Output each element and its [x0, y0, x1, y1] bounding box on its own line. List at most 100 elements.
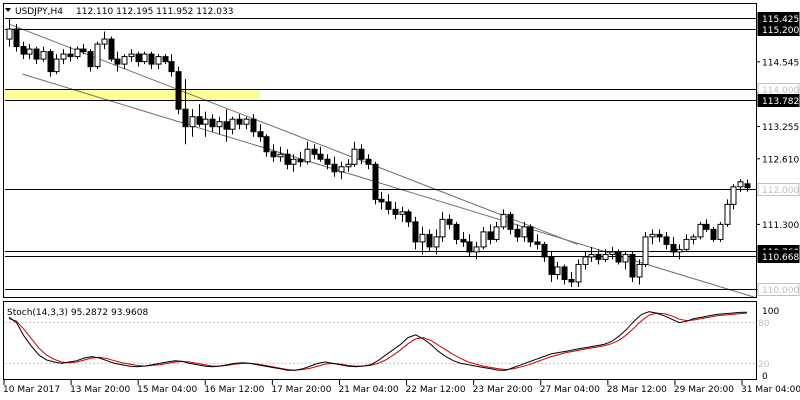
candle[interactable]	[690, 234, 697, 245]
dropdown-triangle-icon[interactable]	[5, 8, 11, 12]
candle[interactable]	[663, 231, 670, 250]
candle[interactable]	[588, 246, 595, 262]
candle[interactable]	[724, 199, 731, 227]
candle[interactable]	[392, 201, 399, 220]
candle[interactable]	[399, 206, 406, 222]
candle[interactable]	[568, 271, 575, 287]
candle[interactable]	[229, 116, 236, 135]
candle[interactable]	[277, 146, 284, 162]
candle[interactable]	[87, 49, 94, 72]
candle[interactable]	[155, 54, 162, 70]
candle[interactable]	[101, 31, 108, 50]
candle[interactable]	[135, 51, 142, 67]
candle[interactable]	[642, 231, 649, 267]
candle[interactable]	[480, 226, 487, 250]
candle[interactable]	[636, 259, 643, 285]
candle[interactable]	[419, 226, 426, 255]
candle[interactable]	[60, 49, 67, 65]
candle[interactable]	[74, 46, 81, 60]
candle[interactable]	[595, 249, 602, 265]
candle[interactable]	[460, 231, 467, 247]
candle[interactable]	[433, 229, 440, 255]
candle[interactable]	[473, 241, 480, 260]
candle[interactable]	[33, 46, 40, 65]
candle[interactable]	[13, 24, 20, 52]
candle[interactable]	[575, 259, 582, 287]
candle[interactable]	[80, 44, 87, 55]
candle[interactable]	[196, 104, 203, 127]
channel-line-upper[interactable]	[8, 23, 578, 245]
candle[interactable]	[182, 79, 189, 145]
candle[interactable]	[270, 144, 277, 162]
candle[interactable]	[162, 54, 169, 65]
candle[interactable]	[609, 246, 616, 260]
candle[interactable]	[202, 111, 209, 137]
candle[interactable]	[209, 114, 216, 132]
candle[interactable]	[47, 49, 54, 77]
candle[interactable]	[351, 141, 358, 167]
candle[interactable]	[20, 41, 27, 60]
candle[interactable]	[168, 54, 175, 77]
candle[interactable]	[358, 144, 365, 165]
candle[interactable]	[412, 216, 419, 250]
candle[interactable]	[345, 159, 352, 172]
candle[interactable]	[141, 51, 148, 65]
stoch-main-line[interactable]	[8, 311, 748, 371]
candle[interactable]	[730, 184, 737, 210]
candle[interactable]	[683, 234, 690, 252]
candle[interactable]	[405, 209, 412, 227]
candle[interactable]	[331, 156, 338, 177]
candle[interactable]	[500, 209, 507, 230]
candle[interactable]	[521, 221, 528, 242]
candle[interactable]	[446, 214, 453, 230]
candle[interactable]	[216, 116, 223, 135]
stoch-signal-line[interactable]	[8, 312, 748, 371]
candle[interactable]	[148, 51, 155, 70]
candle[interactable]	[514, 224, 521, 242]
candle[interactable]	[534, 234, 541, 250]
candle[interactable]	[236, 114, 243, 130]
candle[interactable]	[466, 234, 473, 257]
candle[interactable]	[250, 114, 257, 137]
candle[interactable]	[582, 251, 589, 270]
candle[interactable]	[426, 229, 433, 252]
candle[interactable]	[697, 221, 704, 240]
candle[interactable]	[737, 179, 744, 192]
candle[interactable]	[527, 224, 534, 247]
candle[interactable]	[284, 149, 291, 170]
candle[interactable]	[311, 144, 318, 160]
candle[interactable]	[378, 191, 385, 210]
candle[interactable]	[304, 141, 311, 165]
candle[interactable]	[629, 251, 636, 282]
candle[interactable]	[243, 116, 250, 130]
candle[interactable]	[615, 249, 622, 265]
candle[interactable]	[487, 224, 494, 245]
candle[interactable]	[372, 161, 379, 205]
candle[interactable]	[622, 251, 629, 270]
candle[interactable]	[554, 261, 561, 280]
candle[interactable]	[656, 229, 663, 242]
candle[interactable]	[121, 54, 128, 70]
candle[interactable]	[602, 249, 609, 262]
candle[interactable]	[26, 44, 33, 60]
candle[interactable]	[439, 211, 446, 242]
candle[interactable]	[114, 51, 121, 72]
candle[interactable]	[108, 36, 115, 62]
candle[interactable]	[561, 264, 568, 285]
candle[interactable]	[67, 46, 74, 62]
candle[interactable]	[257, 124, 264, 142]
candle[interactable]	[385, 194, 392, 215]
candle[interactable]	[493, 221, 500, 242]
candle[interactable]	[40, 46, 47, 62]
candle[interactable]	[128, 49, 135, 62]
candle[interactable]	[297, 151, 304, 167]
candle[interactable]	[263, 134, 270, 157]
candle[interactable]	[507, 211, 514, 235]
candle[interactable]	[649, 229, 656, 245]
candle[interactable]	[53, 54, 60, 75]
candle[interactable]	[317, 146, 324, 162]
candle[interactable]	[94, 41, 101, 70]
candle[interactable]	[223, 109, 230, 142]
